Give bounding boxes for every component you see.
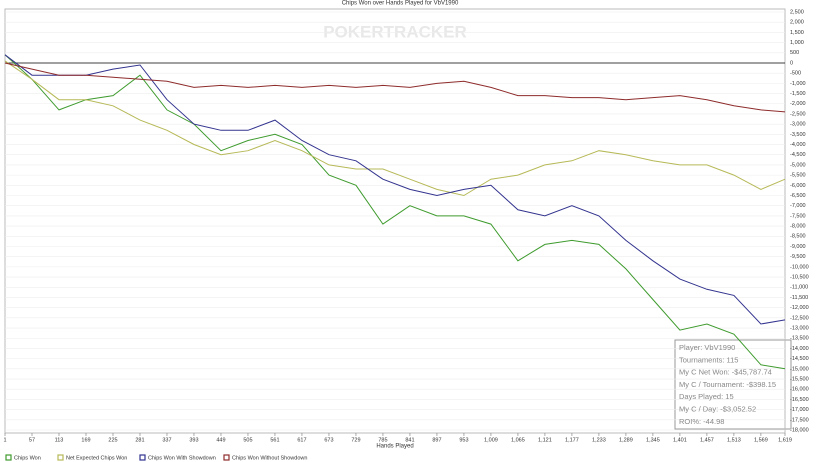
y-tick-label: -12,000 [790, 305, 809, 311]
x-tick-label: 1,457 [700, 437, 714, 443]
x-tick-label: 1,619 [778, 437, 792, 443]
x-tick-label: 617 [297, 437, 306, 443]
y-tick-label: -6,000 [790, 183, 806, 189]
x-tick-label: 1,289 [619, 437, 633, 443]
info-line: My C / Day: -$3,052.52 [679, 404, 756, 413]
y-tick-label: 2,500 [790, 9, 804, 15]
y-tick-label: -8,500 [790, 234, 806, 240]
y-tick-label: -15,000 [790, 366, 809, 372]
y-tick-label: -17,000 [790, 407, 809, 413]
legend-swatch [5, 454, 12, 461]
x-tick-label: 841 [405, 437, 414, 443]
legend-swatch [139, 454, 146, 461]
watermark: POKERTRACKER [323, 22, 467, 41]
x-tick-label: 1,177 [565, 437, 579, 443]
x-tick-label: 225 [108, 437, 117, 443]
y-tick-label: -2,000 [790, 101, 806, 107]
y-tick-label: -14,500 [790, 356, 809, 362]
x-tick-label: 57 [29, 437, 35, 443]
x-axis-label: Hands Played [376, 444, 413, 450]
x-tick-label: 505 [243, 437, 252, 443]
x-tick-label: 393 [189, 437, 198, 443]
y-tick-label: -17,500 [790, 417, 809, 423]
y-tick-label: -13,500 [790, 336, 809, 342]
y-tick-label: -1,500 [790, 91, 806, 97]
y-tick-label: -11,000 [790, 285, 808, 291]
x-tick-label: 337 [162, 437, 171, 443]
series-line [4, 62, 786, 113]
x-tick-label: 449 [216, 437, 225, 443]
y-tick-label: -5,000 [790, 162, 806, 168]
x-tick-label: 1,569 [754, 437, 768, 443]
y-tick-label: -500 [790, 71, 801, 77]
info-line: ROI%: -44.98 [679, 417, 724, 426]
y-tick-label: 0 [790, 60, 793, 66]
plot-area [4, 8, 786, 434]
y-tick-label: -18,000 [790, 427, 809, 433]
y-tick-label: 1,000 [790, 40, 804, 46]
series-line [4, 60, 786, 197]
y-tick-label: -4,500 [790, 152, 806, 158]
chart-title: Chips Won over Hands Played for VbV1990 [342, 1, 459, 7]
x-tick-label: 1 [3, 437, 6, 443]
x-tick-label: 897 [432, 437, 441, 443]
x-tick-label: 1,513 [727, 437, 741, 443]
y-tick-label: -16,500 [790, 397, 809, 403]
info-line: Player: VbV1990 [679, 343, 735, 352]
legend-label: Net Expected Chips Won [66, 455, 127, 461]
info-line: My C / Tournament: -$398.15 [679, 380, 776, 389]
y-tick-label: -4,000 [790, 142, 806, 148]
legend-label: Chips Won [14, 455, 41, 461]
legend-label: Chips Won Without Showdown [232, 455, 307, 461]
x-tick-label: 113 [55, 437, 64, 443]
info-line: My C Net Won: -$45,787.74 [679, 368, 772, 377]
x-tick-label: 953 [459, 437, 468, 443]
y-tick-label: -13,000 [790, 326, 809, 332]
x-tick-label: 1,009 [484, 437, 498, 443]
y-tick-label: -3,000 [790, 122, 806, 128]
y-tick-label: -2,500 [790, 111, 806, 117]
y-tick-label: -11,500 [790, 295, 808, 301]
x-tick-label: 673 [324, 437, 333, 443]
x-tick-label: 1,065 [511, 437, 525, 443]
y-tick-label: -1,000 [790, 81, 806, 87]
y-tick-label: -5,500 [790, 173, 806, 179]
series-line [4, 54, 786, 325]
info-line: Tournaments: 115 [679, 355, 738, 364]
y-tick-label: -7,500 [790, 213, 806, 219]
x-tick-label: 1,233 [592, 437, 606, 443]
legend-swatch [223, 454, 230, 461]
info-box [674, 339, 792, 430]
y-tick-label: -9,000 [790, 244, 806, 250]
x-tick-label: 785 [378, 437, 387, 443]
x-tick-label: 1,345 [646, 437, 660, 443]
y-tick-label: -12,500 [790, 315, 809, 321]
y-tick-label: 2,000 [790, 20, 804, 26]
x-tick-label: 169 [81, 437, 90, 443]
x-tick-label: 281 [135, 437, 144, 443]
x-tick-label: 561 [270, 437, 279, 443]
y-tick-label: -10,000 [790, 264, 809, 270]
y-tick-label: -9,500 [790, 254, 806, 260]
info-line: Days Played: 15 [679, 392, 734, 401]
y-tick-label: -14,000 [790, 346, 809, 352]
y-tick-label: -6,500 [790, 193, 806, 199]
x-tick-label: 1,401 [673, 437, 687, 443]
y-tick-label: 1,500 [790, 30, 804, 36]
x-tick-label: 1,121 [538, 437, 552, 443]
y-tick-label: 500 [790, 50, 799, 56]
legend-label: Chips Won With Showdown [148, 455, 216, 461]
legend-swatch [57, 454, 64, 461]
y-tick-label: -10,500 [790, 275, 809, 281]
x-tick-label: 729 [351, 437, 360, 443]
y-tick-label: -8,000 [790, 224, 806, 230]
y-tick-label: -16,000 [790, 387, 809, 393]
y-tick-label: -3,500 [790, 132, 806, 138]
y-tick-label: -7,000 [790, 203, 806, 209]
y-tick-label: -15,500 [790, 376, 809, 382]
